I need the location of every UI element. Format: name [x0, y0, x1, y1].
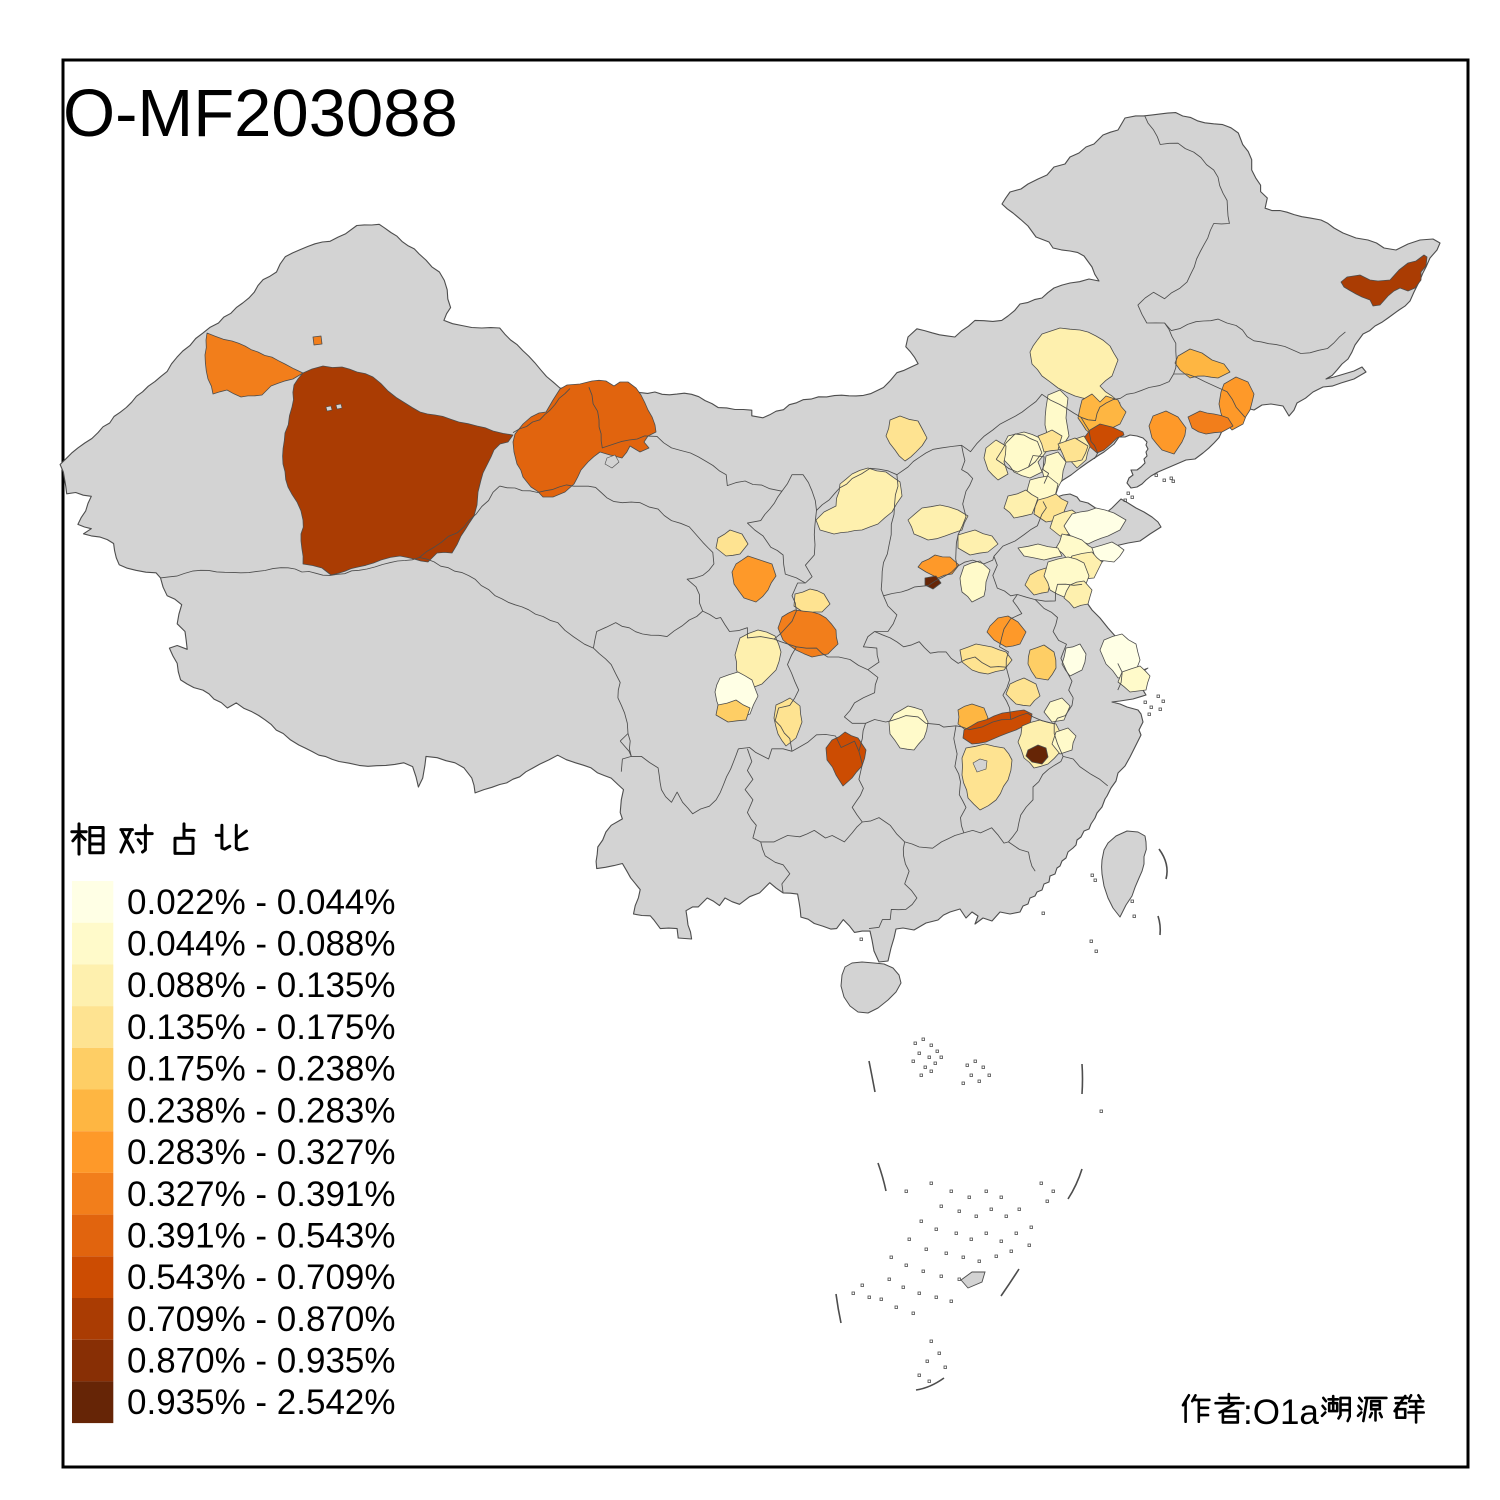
svg-text:0.044% - 0.088%: 0.044% - 0.088% — [127, 925, 396, 964]
svg-text:0.543% - 0.709%: 0.543% - 0.709% — [127, 1258, 396, 1297]
svg-text::O1a: :O1a — [1243, 1393, 1319, 1432]
svg-text:0.022% - 0.044%: 0.022% - 0.044% — [127, 883, 396, 922]
svg-text:0.238% - 0.283%: 0.238% - 0.283% — [127, 1091, 396, 1130]
svg-text:0.391% - 0.543%: 0.391% - 0.543% — [127, 1216, 396, 1255]
svg-text:0.283% - 0.327%: 0.283% - 0.327% — [127, 1133, 396, 1172]
svg-text:O-MF203088: O-MF203088 — [63, 76, 458, 151]
svg-text:0.709% - 0.870%: 0.709% - 0.870% — [127, 1300, 396, 1339]
svg-text:0.088% - 0.135%: 0.088% - 0.135% — [127, 966, 396, 1005]
svg-text:0.175% - 0.238%: 0.175% - 0.238% — [127, 1050, 396, 1089]
svg-text:0.935% - 2.542%: 0.935% - 2.542% — [127, 1383, 396, 1422]
svg-text:0.135% - 0.175%: 0.135% - 0.175% — [127, 1008, 396, 1047]
svg-text:0.327% - 0.391%: 0.327% - 0.391% — [127, 1175, 396, 1214]
svg-text:0.870% - 0.935%: 0.870% - 0.935% — [127, 1342, 396, 1381]
